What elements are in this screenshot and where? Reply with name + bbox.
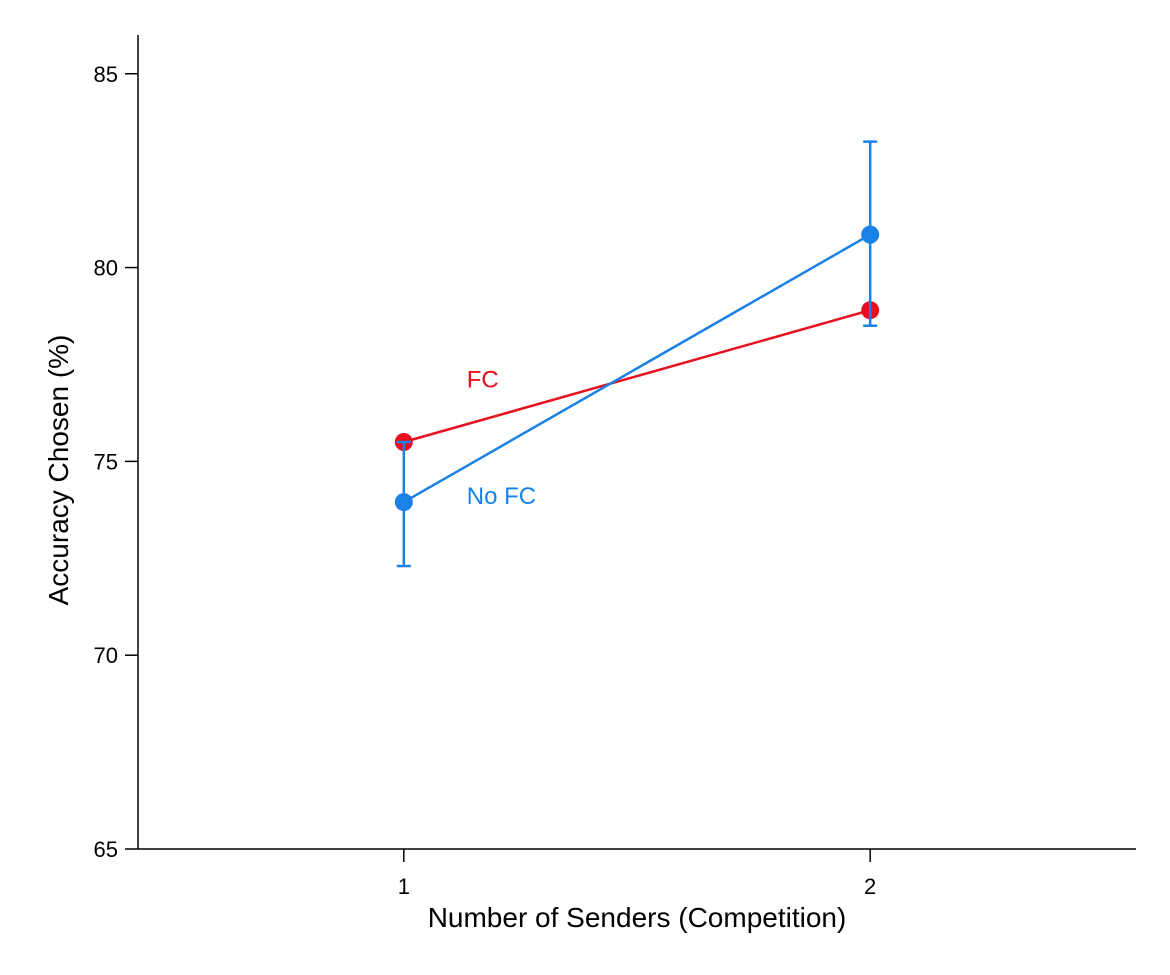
series-label-fc: FC bbox=[467, 367, 499, 394]
y-tick-label: 85 bbox=[94, 62, 118, 87]
series-line-fc bbox=[403, 309, 871, 444]
y-tick-label: 75 bbox=[94, 449, 118, 474]
data-point-no-fc bbox=[394, 493, 413, 512]
y-tick-label: 65 bbox=[94, 837, 118, 862]
series-line-no-fc bbox=[403, 233, 871, 504]
series-no-fc bbox=[394, 140, 880, 568]
y-tick-label: 70 bbox=[94, 643, 118, 668]
data-point-no-fc bbox=[861, 225, 880, 244]
y-axis-title: Accuracy Chosen (%) bbox=[43, 335, 74, 606]
x-tick-label: 1 bbox=[398, 874, 410, 899]
annotation-layer: FC No FC bbox=[467, 367, 536, 510]
x-tick-label: 2 bbox=[864, 874, 876, 899]
series-label-no-fc: No FC bbox=[467, 483, 536, 510]
y-axis-ticks: 65 70 75 80 85 bbox=[94, 62, 138, 862]
y-tick-label: 80 bbox=[94, 256, 118, 281]
x-axis-title: Number of Senders (Competition) bbox=[428, 902, 847, 933]
series-layer bbox=[394, 140, 880, 568]
